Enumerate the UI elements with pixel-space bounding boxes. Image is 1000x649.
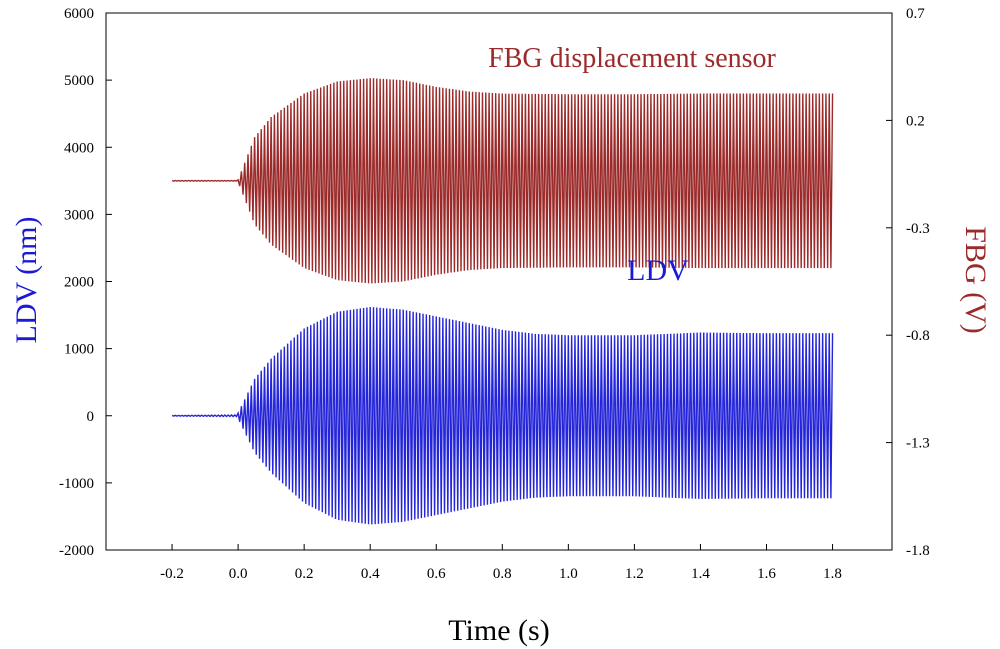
- x-tick-label: 1.8: [823, 566, 842, 582]
- series-line-ldv: [171, 307, 834, 525]
- y-right-tick-label: -1.3: [906, 436, 930, 452]
- y-right-tick-label: 0.7: [906, 6, 925, 22]
- y-left-tick-label: 0: [87, 409, 95, 425]
- annotation-fbg: FBG displacement sensor: [488, 43, 776, 74]
- y-right-tick-label: 0.2: [906, 113, 925, 129]
- series-line-fbg: [171, 78, 834, 284]
- x-tick-label: 0.8: [493, 566, 512, 582]
- y-right-tick-label: -0.3: [906, 221, 930, 237]
- y-right-tick-label: -1.8: [906, 543, 930, 559]
- y-left-tick-label: 2000: [64, 275, 94, 291]
- y-left-tick-label: 1000: [64, 342, 94, 358]
- x-axis-ticks: -0.2 0.0 0.2 0.4 0.6 0.8 1.0 1.2 1.4 1.6 1.8: [160, 544, 842, 582]
- x-tick-label: 1.2: [625, 566, 644, 582]
- y-left-tick-label: -1000: [59, 476, 94, 492]
- y-left-tick-label: 6000: [64, 6, 94, 22]
- y-left-axis-title: LDV (nm): [10, 217, 43, 344]
- x-tick-label: -0.2: [160, 566, 184, 582]
- y-right-tick-label: -0.8: [906, 328, 930, 344]
- y-right-axis-title: FBG (V): [959, 226, 992, 334]
- y-left-axis-ticks: 6000 5000 4000 3000 2000 1000 0 -1000 -2000: [59, 6, 112, 559]
- x-tick-label: 0.2: [295, 566, 314, 582]
- y-left-tick-label: -2000: [59, 543, 94, 559]
- y-left-tick-label: 4000: [64, 140, 94, 156]
- x-tick-label: 0.4: [361, 566, 380, 582]
- x-axis-title: Time (s): [448, 614, 549, 647]
- y-right-axis-ticks: 0.7 0.2 -0.3 -0.8 -1.3 -1.8: [886, 6, 930, 559]
- x-tick-label: 1.6: [757, 566, 776, 582]
- x-tick-label: 1.0: [559, 566, 578, 582]
- x-tick-label: 0.0: [229, 566, 248, 582]
- y-left-tick-label: 3000: [64, 207, 94, 223]
- annotation-ldv: LDV: [627, 254, 689, 287]
- x-tick-label: 0.6: [427, 566, 446, 582]
- series-layer: [171, 78, 834, 525]
- y-left-tick-label: 5000: [64, 73, 94, 89]
- x-tick-label: 1.4: [691, 566, 710, 582]
